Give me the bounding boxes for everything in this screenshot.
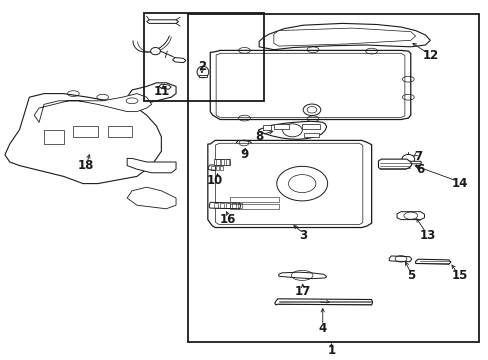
Polygon shape — [302, 124, 320, 129]
Text: 1: 1 — [327, 345, 335, 357]
Bar — [231, 203, 235, 208]
Polygon shape — [172, 58, 185, 63]
Text: 8: 8 — [255, 130, 263, 143]
Polygon shape — [215, 143, 362, 225]
Polygon shape — [378, 159, 411, 169]
Polygon shape — [415, 259, 450, 264]
Polygon shape — [127, 158, 176, 173]
Polygon shape — [207, 140, 371, 228]
Polygon shape — [209, 202, 240, 209]
Polygon shape — [73, 126, 98, 137]
Polygon shape — [199, 75, 206, 77]
Polygon shape — [208, 165, 225, 171]
Text: 13: 13 — [419, 229, 435, 242]
Text: 2: 2 — [198, 60, 205, 73]
Polygon shape — [5, 83, 176, 184]
Polygon shape — [159, 84, 171, 89]
Text: 10: 10 — [206, 174, 223, 186]
Polygon shape — [146, 20, 178, 23]
Polygon shape — [399, 161, 421, 164]
Text: 12: 12 — [421, 49, 438, 62]
Bar — [216, 159, 219, 165]
Bar — [229, 197, 278, 202]
Ellipse shape — [401, 154, 414, 164]
Text: 5: 5 — [406, 269, 414, 282]
Bar — [220, 166, 223, 170]
Polygon shape — [107, 126, 132, 137]
Bar — [237, 203, 241, 208]
Bar — [229, 204, 278, 209]
Polygon shape — [34, 94, 151, 122]
Text: 18: 18 — [77, 159, 94, 172]
Bar — [215, 166, 219, 170]
Polygon shape — [216, 53, 404, 117]
Text: 3: 3 — [299, 229, 306, 242]
Polygon shape — [44, 130, 63, 144]
Bar — [214, 203, 218, 208]
Polygon shape — [236, 140, 251, 145]
Bar — [225, 159, 229, 165]
Bar — [225, 203, 229, 208]
Polygon shape — [274, 299, 372, 305]
Text: 11: 11 — [153, 85, 169, 98]
Polygon shape — [396, 212, 424, 220]
Polygon shape — [273, 28, 415, 46]
Polygon shape — [258, 121, 326, 139]
Polygon shape — [127, 187, 176, 209]
Polygon shape — [278, 272, 326, 279]
Bar — [221, 159, 224, 165]
Text: 15: 15 — [450, 269, 467, 282]
Text: 6: 6 — [416, 163, 424, 176]
Text: 7: 7 — [413, 150, 421, 163]
Bar — [211, 166, 214, 170]
Polygon shape — [273, 124, 288, 129]
Polygon shape — [304, 133, 318, 137]
Polygon shape — [210, 50, 410, 120]
Text: 9: 9 — [240, 148, 248, 161]
Polygon shape — [259, 23, 429, 50]
Polygon shape — [388, 256, 411, 262]
Bar — [220, 203, 224, 208]
Polygon shape — [213, 159, 229, 165]
Text: 16: 16 — [219, 213, 235, 226]
Text: 14: 14 — [450, 177, 467, 190]
Bar — [144, 13, 264, 101]
Bar — [188, 14, 478, 342]
Text: 4: 4 — [318, 322, 326, 335]
Ellipse shape — [197, 66, 208, 78]
Polygon shape — [263, 125, 271, 130]
Text: 17: 17 — [294, 285, 311, 298]
Ellipse shape — [150, 48, 160, 55]
